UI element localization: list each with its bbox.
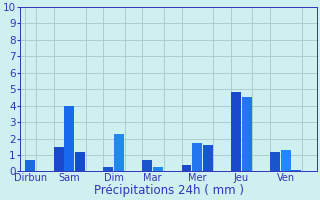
Bar <box>203 145 212 171</box>
X-axis label: Précipitations 24h ( mm ): Précipitations 24h ( mm ) <box>94 184 244 197</box>
Bar <box>142 160 152 171</box>
Bar <box>153 167 163 171</box>
Bar <box>103 167 113 171</box>
Bar <box>242 97 252 171</box>
Bar <box>292 170 301 171</box>
Bar <box>75 152 85 171</box>
Bar <box>231 92 241 171</box>
Bar <box>281 150 291 171</box>
Bar <box>25 160 35 171</box>
Bar <box>181 165 191 171</box>
Bar <box>54 147 64 171</box>
Bar <box>114 134 124 171</box>
Bar <box>270 152 280 171</box>
Bar <box>192 143 202 171</box>
Bar <box>64 106 74 171</box>
